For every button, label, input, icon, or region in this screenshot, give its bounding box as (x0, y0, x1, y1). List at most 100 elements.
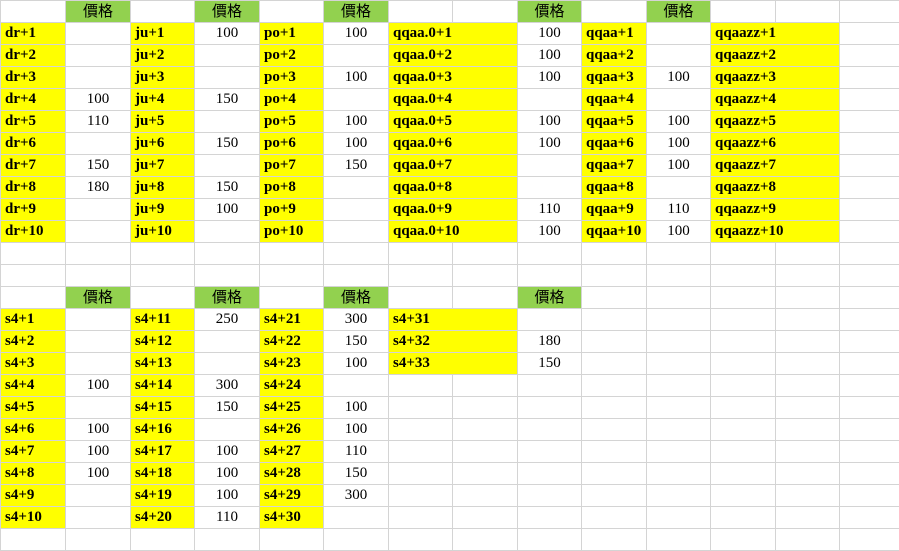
empty-cell[interactable] (840, 155, 899, 177)
empty-cell[interactable] (711, 441, 776, 463)
empty-cell[interactable] (582, 309, 647, 331)
empty-cell[interactable] (389, 375, 453, 397)
item-price[interactable]: 150 (324, 155, 389, 177)
item-label[interactable]: s4+18 (131, 463, 195, 485)
empty-cell[interactable] (131, 265, 195, 287)
empty-cell[interactable] (1, 1, 66, 23)
item-label[interactable]: qqaa+2 (582, 45, 647, 67)
empty-cell[interactable] (453, 463, 518, 485)
item-label[interactable]: qqaa.0+1 (389, 23, 518, 45)
item-price[interactable]: 100 (647, 221, 711, 243)
item-price[interactable]: 100 (324, 67, 389, 89)
item-price[interactable] (195, 221, 260, 243)
item-price[interactable]: 100 (66, 375, 131, 397)
item-price[interactable] (324, 45, 389, 67)
item-price[interactable] (647, 177, 711, 199)
empty-cell[interactable] (840, 485, 899, 507)
item-price[interactable]: 100 (66, 89, 131, 111)
empty-cell[interactable] (647, 243, 711, 265)
empty-cell[interactable] (840, 243, 899, 265)
empty-cell[interactable] (840, 529, 899, 551)
item-label[interactable]: qqaazz+5 (711, 111, 840, 133)
item-label[interactable]: s4+8 (1, 463, 66, 485)
empty-cell[interactable] (453, 287, 518, 309)
empty-cell[interactable] (840, 67, 899, 89)
item-label[interactable]: dr+5 (1, 111, 66, 133)
empty-cell[interactable] (582, 441, 647, 463)
item-label[interactable]: s4+17 (131, 441, 195, 463)
item-label[interactable]: qqaa+1 (582, 23, 647, 45)
item-label[interactable]: po+1 (260, 23, 324, 45)
empty-cell[interactable] (453, 441, 518, 463)
item-price[interactable] (66, 23, 131, 45)
item-label[interactable]: s4+22 (260, 331, 324, 353)
item-label[interactable]: qqaa+5 (582, 111, 647, 133)
empty-cell[interactable] (389, 265, 453, 287)
empty-cell[interactable] (389, 397, 453, 419)
empty-cell[interactable] (582, 375, 647, 397)
item-label[interactable]: qqaa.0+7 (389, 155, 518, 177)
empty-cell[interactable] (840, 221, 899, 243)
item-label[interactable]: qqaazz+1 (711, 23, 840, 45)
price-header-group-qqaa-0[interactable]: 價格 (518, 1, 582, 23)
item-price[interactable]: 180 (66, 177, 131, 199)
empty-cell[interactable] (711, 1, 776, 23)
item-price[interactable]: 100 (518, 67, 582, 89)
empty-cell[interactable] (518, 485, 582, 507)
empty-cell[interactable] (840, 331, 899, 353)
item-price[interactable] (66, 353, 131, 375)
empty-cell[interactable] (840, 287, 899, 309)
item-label[interactable]: qqaazz+8 (711, 177, 840, 199)
item-price[interactable]: 150 (195, 177, 260, 199)
empty-cell[interactable] (260, 529, 324, 551)
item-label[interactable]: qqaa.0+8 (389, 177, 518, 199)
empty-cell[interactable] (711, 309, 776, 331)
empty-cell[interactable] (582, 265, 647, 287)
empty-cell[interactable] (776, 287, 840, 309)
empty-cell[interactable] (776, 331, 840, 353)
empty-cell[interactable] (840, 375, 899, 397)
item-label[interactable]: qqaa.0+9 (389, 199, 518, 221)
empty-cell[interactable] (389, 529, 453, 551)
item-price[interactable]: 100 (324, 419, 389, 441)
empty-cell[interactable] (1, 287, 66, 309)
item-label[interactable]: ju+9 (131, 199, 195, 221)
empty-cell[interactable] (131, 243, 195, 265)
empty-cell[interactable] (582, 463, 647, 485)
empty-cell[interactable] (195, 265, 260, 287)
empty-cell[interactable] (195, 243, 260, 265)
item-label[interactable]: s4+30 (260, 507, 324, 529)
empty-cell[interactable] (582, 529, 647, 551)
item-label[interactable]: dr+10 (1, 221, 66, 243)
item-label[interactable]: po+10 (260, 221, 324, 243)
empty-cell[interactable] (389, 507, 453, 529)
item-label[interactable]: s4+5 (1, 397, 66, 419)
item-price[interactable]: 110 (518, 199, 582, 221)
item-label[interactable]: ju+5 (131, 111, 195, 133)
empty-cell[interactable] (840, 1, 899, 23)
item-price[interactable]: 150 (324, 331, 389, 353)
item-label[interactable]: s4+10 (1, 507, 66, 529)
item-price[interactable]: 110 (324, 441, 389, 463)
item-label[interactable]: qqaa+7 (582, 155, 647, 177)
item-price[interactable]: 100 (324, 111, 389, 133)
empty-cell[interactable] (711, 419, 776, 441)
item-price[interactable] (66, 485, 131, 507)
empty-cell[interactable] (518, 507, 582, 529)
item-label[interactable]: qqaa+10 (582, 221, 647, 243)
empty-cell[interactable] (776, 243, 840, 265)
empty-cell[interactable] (582, 287, 647, 309)
item-price[interactable]: 150 (195, 397, 260, 419)
empty-cell[interactable] (453, 1, 518, 23)
item-price[interactable]: 300 (324, 309, 389, 331)
item-label[interactable]: ju+8 (131, 177, 195, 199)
empty-cell[interactable] (647, 507, 711, 529)
item-price[interactable]: 110 (647, 199, 711, 221)
item-label[interactable]: ju+4 (131, 89, 195, 111)
item-price[interactable] (518, 89, 582, 111)
empty-cell[interactable] (1, 529, 66, 551)
item-price[interactable]: 100 (195, 23, 260, 45)
item-price[interactable]: 100 (66, 419, 131, 441)
item-price[interactable]: 110 (195, 507, 260, 529)
empty-cell[interactable] (389, 1, 453, 23)
